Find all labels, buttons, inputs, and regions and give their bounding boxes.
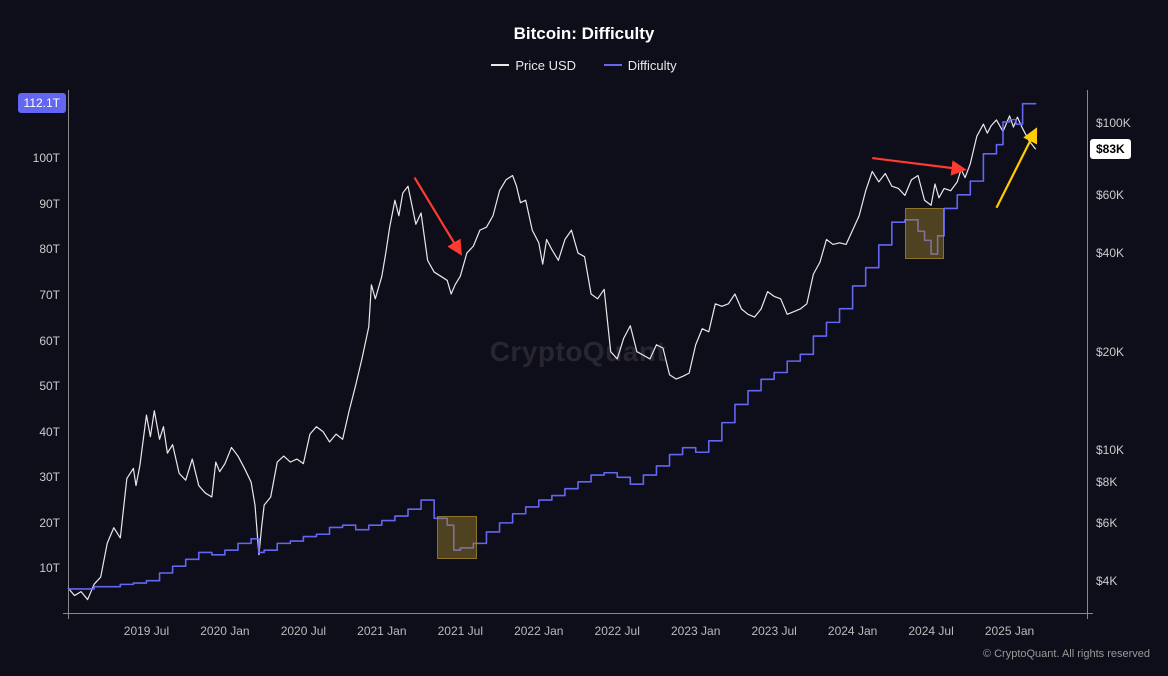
highlight-box [905,208,944,258]
chart-container: Bitcoin: Difficulty Price USD Difficulty… [0,0,1168,676]
y-right-tick: $4K [1096,574,1117,588]
y-right-tick: $60K [1096,188,1124,202]
legend-label-price: Price USD [515,58,576,73]
x-tick: 2022 Jul [595,624,640,638]
legend: Price USD Difficulty [0,54,1168,73]
x-tick: 2019 Jul [124,624,169,638]
plot-svg [68,90,1088,614]
y-left-tick: 80T [39,242,60,256]
x-tick: 2021 Jan [357,624,406,638]
legend-swatch-difficulty [604,64,622,66]
y-right-tick: $8K [1096,475,1117,489]
x-tick: 2021 Jul [438,624,483,638]
y-left-tick: 30T [39,470,60,484]
x-tick: 2025 Jan [985,624,1034,638]
x-tick: 2022 Jan [514,624,563,638]
x-tick: 2024 Jul [908,624,953,638]
legend-swatch-price [491,64,509,66]
legend-item-price: Price USD [491,58,576,73]
current-difficulty-badge: 112.1T [18,93,66,113]
x-tick: 2020 Jul [281,624,326,638]
y-left-tick: 50T [39,379,60,393]
y-right-tick: $6K [1096,516,1117,530]
y-right-tick: $40K [1096,246,1124,260]
red-arrow [872,158,964,169]
y-right-tick: $100K [1096,116,1131,130]
x-tick: 2024 Jan [828,624,877,638]
current-price-badge: $83K [1090,139,1131,159]
x-tick: 2023 Jan [671,624,720,638]
y-right-tick: $10K [1096,443,1124,457]
highlight-box [437,516,478,559]
y-left-tick: 90T [39,197,60,211]
x-tick: 2020 Jan [200,624,249,638]
y-left-tick: 40T [39,425,60,439]
legend-label-difficulty: Difficulty [628,58,677,73]
price-line [68,116,1036,600]
y-left-tick: 70T [39,288,60,302]
x-tick: 2023 Jul [751,624,796,638]
footer-copyright: © CryptoQuant. All rights reserved [983,648,1150,660]
y-left-tick: 60T [39,334,60,348]
y-left-tick: 100T [33,151,60,165]
plot-area: CryptoQuant 10T20T30T40T50T60T70T80T90T1… [68,90,1088,614]
y-left-tick: 10T [39,561,60,575]
difficulty-line [68,103,1036,589]
legend-item-difficulty: Difficulty [604,58,677,73]
chart-title: Bitcoin: Difficulty [0,0,1168,44]
y-left-tick: 20T [39,516,60,530]
y-right-tick: $20K [1096,345,1124,359]
